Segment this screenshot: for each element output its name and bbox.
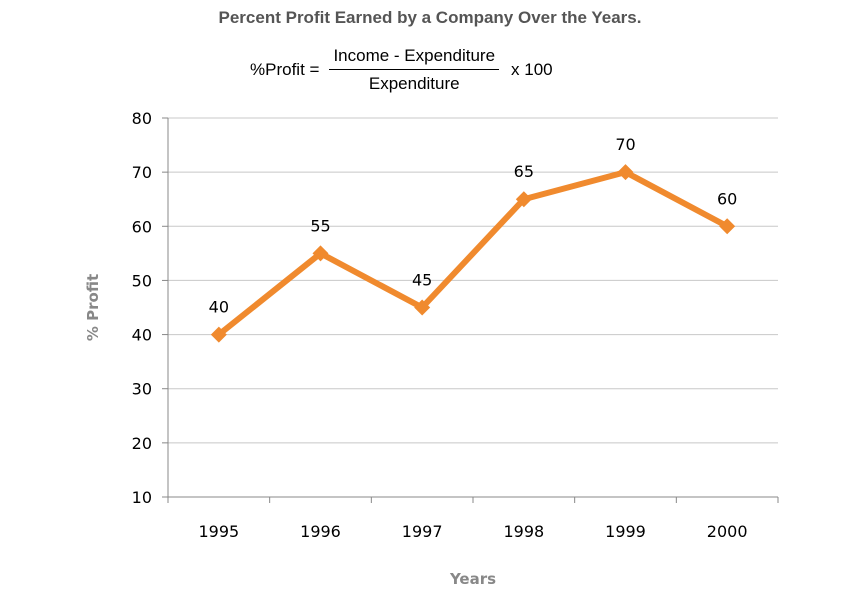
data-point	[312, 245, 329, 262]
x-axis-title: Years	[449, 570, 496, 588]
data-label: 40	[209, 298, 229, 317]
formula-denominator: Expenditure	[368, 74, 460, 93]
x-tick-label: 1999	[605, 522, 646, 541]
y-tick-label: 20	[132, 434, 152, 453]
data-label: 45	[412, 271, 432, 290]
x-tick-labels: 1995 1996 1997 1998 1999 2000	[198, 522, 747, 541]
y-tick-labels: 10 20 30 40 50 60 70 80	[132, 109, 152, 507]
x-tick-label: 2000	[707, 522, 748, 541]
x-tick-label: 1995	[198, 522, 239, 541]
y-tick-label: 10	[132, 488, 152, 507]
axes	[162, 117, 779, 503]
data-label: 55	[310, 216, 330, 235]
data-point	[617, 164, 634, 181]
gridlines	[168, 117, 778, 444]
data-point	[515, 191, 532, 208]
y-tick-label: 50	[132, 271, 152, 290]
y-tick-label: 30	[132, 380, 152, 399]
data-label: 70	[615, 135, 635, 154]
x-tick-label: 1997	[402, 522, 443, 541]
data-labels: 40 55 45 65 70 60	[209, 135, 738, 316]
formula-fraction: Income - Expenditure Expenditure	[329, 46, 500, 94]
formula-lhs: %Profit =	[250, 60, 320, 79]
data-point	[210, 326, 227, 343]
formula-rhs: x 100	[511, 60, 553, 79]
series-line	[215, 169, 731, 338]
data-label: 60	[717, 189, 737, 208]
chart-title: Percent Profit Earned by a Company Over …	[218, 8, 642, 27]
data-label: 65	[514, 162, 534, 181]
y-tick-label: 70	[132, 163, 152, 182]
x-tick-label: 1998	[503, 522, 544, 541]
series-layer	[210, 164, 736, 343]
y-axis-title: % Profit	[84, 274, 102, 341]
data-point	[719, 218, 736, 235]
y-tick-label: 40	[132, 326, 152, 345]
data-point	[414, 299, 431, 316]
y-tick-label: 80	[132, 109, 152, 128]
formula-numerator: Income - Expenditure	[329, 46, 500, 70]
y-tick-label: 60	[132, 217, 152, 236]
profit-formula: %Profit = Income - Expenditure Expenditu…	[250, 40, 553, 100]
x-tick-label: 1996	[300, 522, 341, 541]
